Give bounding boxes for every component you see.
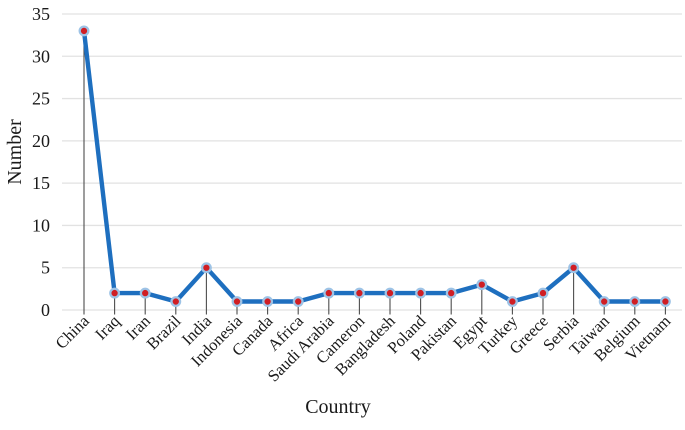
x-tick-label: Iraq: [91, 311, 123, 343]
data-point-marker: [170, 296, 182, 307]
data-point-marker: [353, 287, 365, 299]
data-point-marker: [200, 262, 212, 274]
data-point-marker: [292, 296, 304, 307]
data-point-marker: [537, 287, 549, 299]
y-tick-label: 35: [32, 4, 50, 24]
data-point-marker: [476, 279, 488, 291]
x-axis-title: Country: [305, 396, 371, 418]
x-axis-tick-labels: ChinaIraqIranBrazilIndiaIndonesiaCanadaA…: [52, 311, 675, 386]
y-tick-label: 10: [32, 215, 50, 235]
y-tick-label: 25: [32, 89, 50, 109]
data-series: [78, 25, 671, 307]
data-point-marker: [415, 287, 427, 299]
data-point-marker: [568, 262, 580, 274]
y-tick-label: 20: [32, 131, 50, 151]
data-point-marker: [109, 287, 121, 299]
data-point-marker: [262, 296, 274, 307]
data-point-marker: [445, 287, 457, 299]
x-tick-label: China: [52, 311, 94, 353]
y-tick-label: 30: [32, 46, 50, 66]
y-tick-label: 5: [41, 258, 50, 278]
data-point-marker: [659, 296, 671, 307]
data-point-marker: [629, 296, 641, 307]
y-tick-label: 15: [32, 173, 50, 193]
series-line: [81, 28, 668, 304]
data-point-marker: [231, 296, 243, 307]
gridlines: [62, 13, 682, 311]
y-tick-label: 0: [41, 300, 50, 320]
data-point-marker: [506, 296, 518, 307]
data-point-marker: [78, 25, 90, 37]
y-axis-tick-labels: 0 5 10 15 20 25 30 35: [32, 4, 50, 320]
data-point-marker: [598, 296, 610, 307]
x-tick-label: Brazil: [143, 311, 185, 353]
data-point-marker: [384, 287, 396, 299]
data-point-marker: [323, 287, 335, 299]
data-point-marker: [139, 287, 151, 299]
y-axis-title: Number: [4, 119, 26, 185]
